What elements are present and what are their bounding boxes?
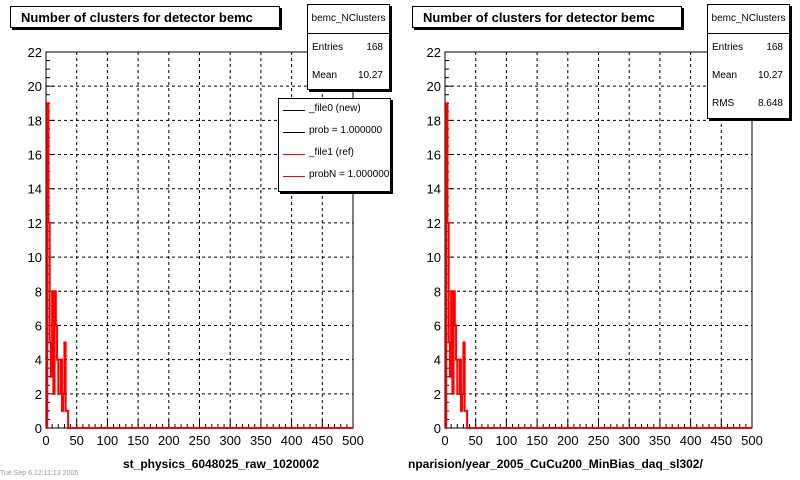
x-tick-label: 450 (710, 433, 732, 448)
histogram-series-line (46, 102, 353, 429)
x-tick-label: 250 (588, 433, 610, 448)
y-tick-label: 14 (427, 182, 441, 197)
right-stats-row-rms: RMS 8.648 (708, 90, 789, 118)
left-stats-name: bemc_NClusters (308, 5, 389, 34)
y-tick-label: 12 (28, 216, 42, 231)
x-tick-label: 300 (219, 433, 241, 448)
left-legend: _file0 (new) prob = 1.000000 _file1 (ref… (278, 98, 391, 192)
right-stats-row-entries: Entries 168 (708, 34, 789, 62)
x-tick-label: 300 (618, 433, 640, 448)
histogram-series-line (445, 102, 752, 429)
y-tick-label: 20 (28, 79, 42, 94)
y-tick-label: 4 (434, 353, 441, 368)
stats-label: Mean (312, 70, 338, 81)
y-tick-label: 0 (35, 421, 42, 436)
x-tick-label: 50 (69, 433, 83, 448)
right-chart-svg: 0 2 4 6 8 10 12 14 16 18 20 22 0 50 100 150 200 250 300 350… (427, 45, 763, 448)
right-stats-box: bemc_NClusters Entries 168 Mean 10.27 RM… (707, 4, 790, 119)
x-tick-label: 350 (250, 433, 272, 448)
legend-entry: _file1 (ref) (279, 143, 390, 165)
legend-label: _file0 (new) (309, 103, 361, 114)
y-tick-label: 0 (434, 421, 441, 436)
legend-entry: _file0 (new) (279, 99, 390, 121)
y-tick-label: 8 (434, 284, 441, 299)
x-tick-label: 100 (496, 433, 518, 448)
x-tick-label: 100 (97, 433, 119, 448)
x-tick-label: 0 (42, 433, 49, 448)
stats-value: 168 (766, 42, 783, 53)
stats-label: Mean (712, 70, 738, 81)
right-stats-row-mean: Mean 10.27 (708, 62, 789, 90)
x-tick-label: 50 (468, 433, 482, 448)
left-stats-row-entries: Entries 168 (308, 34, 389, 62)
y-tick-label: 6 (35, 318, 42, 333)
stats-value: 168 (366, 42, 383, 53)
y-tick-label: 8 (35, 284, 42, 299)
y-tick-label: 2 (434, 387, 441, 402)
right-histogram-panel: 0 2 4 6 8 10 12 14 16 18 20 22 0 50 100 150 200 250 300 350… (400, 0, 800, 480)
left-chart-title: Number of clusters for detector bemc (10, 6, 280, 28)
y-tick-label: 12 (427, 216, 441, 231)
y-tick-label: 4 (35, 353, 42, 368)
y-tick-label: 22 (427, 45, 441, 60)
legend-label: prob = 1.000000 (309, 125, 383, 136)
y-tick-label: 2 (35, 387, 42, 402)
x-tick-label: 200 (557, 433, 579, 448)
right-x-axis-label: nparision/year_2005_CuCu200_MinBias_daq_… (408, 457, 703, 471)
x-tick-label: 500 (342, 433, 364, 448)
stats-label: RMS (712, 98, 735, 109)
stats-value: 10.27 (357, 70, 383, 81)
y-tick-label: 20 (427, 79, 441, 94)
x-tick-label: 350 (649, 433, 671, 448)
x-tick-label: 250 (189, 433, 211, 448)
stats-value: 10.27 (757, 70, 783, 81)
legend-line-swatch (283, 110, 305, 111)
legend-line-swatch (283, 154, 305, 155)
x-tick-label: 450 (311, 433, 333, 448)
y-tick-label: 16 (427, 148, 441, 163)
y-tick-label: 6 (434, 318, 441, 333)
legend-line-swatch (283, 176, 305, 177)
right-stats-name: bemc_NClusters (708, 5, 789, 34)
legend-label: _file1 (ref) (309, 147, 355, 158)
stats-value: 8.648 (757, 98, 783, 109)
left-stats-row-mean: Mean 10.27 (308, 62, 389, 90)
legend-entry: probN = 1.000000 (279, 165, 390, 187)
stats-label: Entries (712, 42, 744, 53)
legend-label: probN = 1.000000 (309, 169, 390, 180)
x-tick-label: 500 (741, 433, 763, 448)
left-x-axis-label: st_physics_6048025_raw_1020002 (123, 457, 320, 471)
left-stats-box: bemc_NClusters Entries 168 Mean 10.27 (307, 4, 390, 90)
y-tick-label: 10 (28, 250, 42, 265)
y-tick-label: 14 (28, 182, 42, 197)
stats-label: Entries (312, 42, 344, 53)
left-histogram-panel: 0 2 4 6 8 10 12 14 16 18 20 22 0 50 100 150 200 250 300 350… (10, 4, 391, 471)
timestamp-footer: Tue Sep 6 12:11:13 2005 (0, 470, 79, 477)
x-tick-label: 400 (281, 433, 303, 448)
x-tick-label: 0 (441, 433, 448, 448)
legend-entry: prob = 1.000000 (279, 121, 390, 143)
x-tick-label: 400 (680, 433, 702, 448)
y-tick-label: 10 (427, 250, 441, 265)
y-tick-label: 18 (28, 113, 42, 128)
x-tick-label: 150 (127, 433, 149, 448)
y-tick-label: 22 (28, 45, 42, 60)
x-tick-label: 200 (158, 433, 180, 448)
right-chart-title: Number of clusters for detector bemc (412, 6, 682, 28)
x-tick-label: 150 (526, 433, 548, 448)
y-tick-label: 18 (427, 113, 441, 128)
legend-line-swatch (283, 132, 305, 133)
y-tick-label: 16 (28, 148, 42, 163)
